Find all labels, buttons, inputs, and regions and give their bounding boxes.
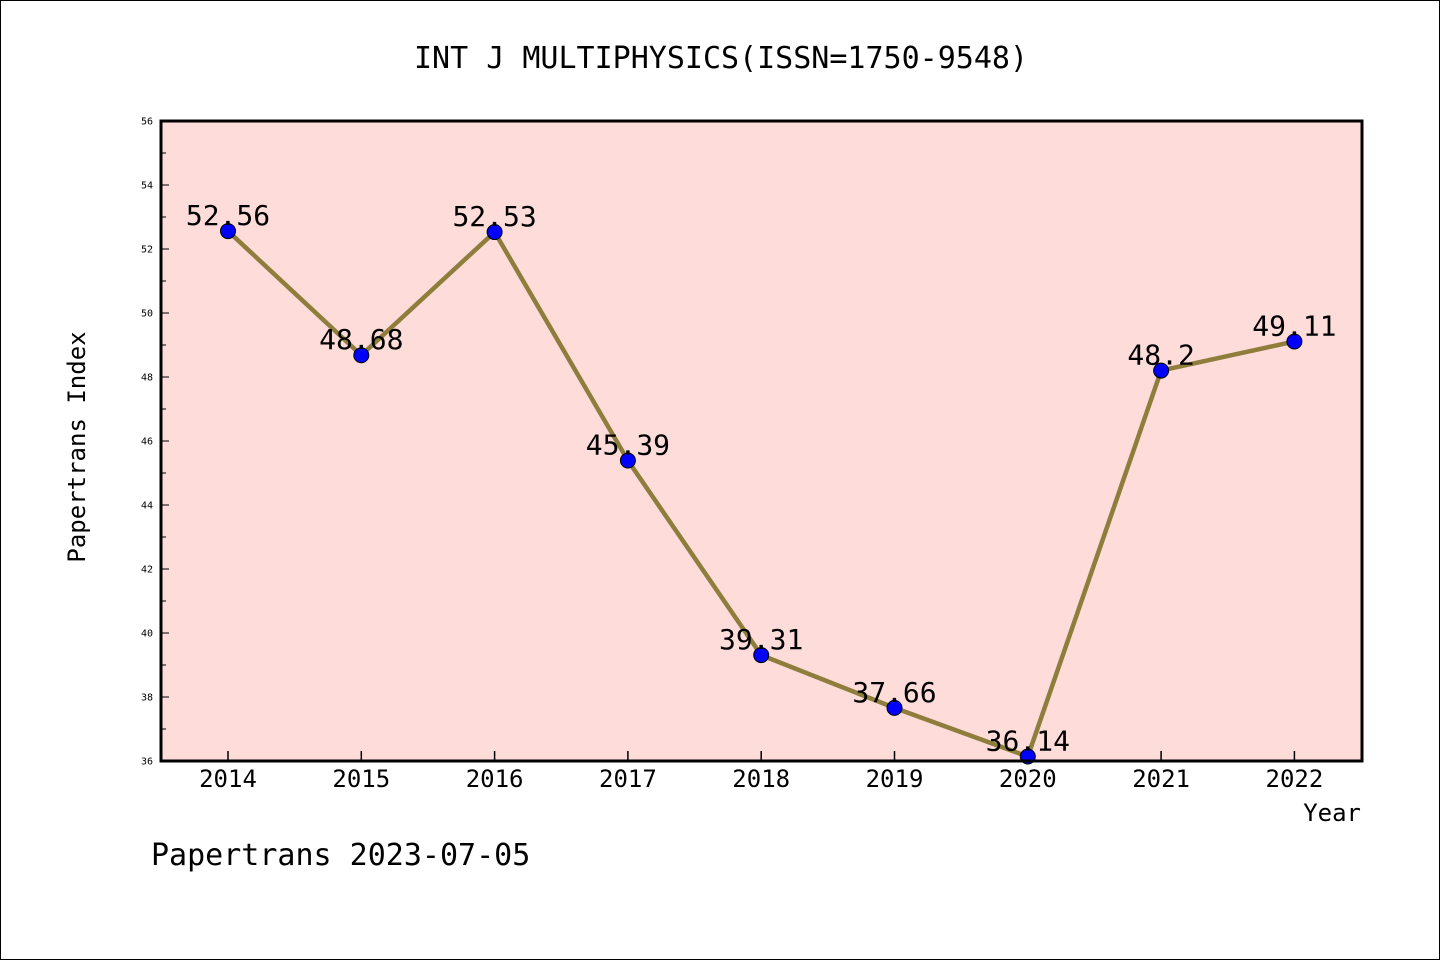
x-tick-label: 2018	[732, 765, 790, 793]
data-label: 48.68	[319, 323, 403, 356]
x-axis: 2014 2015 2016 2017 2018 2019 2020 2021 2022	[199, 751, 1323, 793]
data-label: 36.14	[986, 725, 1070, 758]
data-point	[886, 699, 903, 716]
y-axis: 36 38 40 42 44 46 48 50 52 54 56	[141, 117, 169, 768]
data-point	[753, 647, 770, 664]
chart-title: INT J MULTIPHYSICS(ISSN=1750-9548)	[414, 41, 1028, 76]
data-label: 49.11	[1252, 309, 1336, 342]
data-labels: 52.56 48.68 52.53 45.39 39.31 37.66 36.14 48.2 4…	[186, 199, 1337, 757]
data-point	[220, 223, 236, 240]
data-label: 45.39	[586, 429, 670, 462]
y-tick-label: 46	[141, 437, 153, 448]
x-tick-label: 2019	[866, 765, 924, 793]
y-tick-label: 38	[141, 693, 153, 704]
y-tick-label: 52	[141, 245, 153, 256]
y-tick-label: 56	[141, 117, 153, 128]
plot-border	[159, 119, 1364, 763]
y-tick-label: 54	[141, 181, 153, 192]
x-tick-label: 2020	[999, 765, 1057, 793]
data-point	[619, 452, 636, 469]
data-label: 52.53	[452, 200, 536, 233]
x-axis-title: Year	[1303, 799, 1361, 827]
data-label: 48.2	[1127, 339, 1194, 372]
y-axis-title: Papertrans Index	[63, 331, 91, 562]
x-tick-label: 2022	[1266, 765, 1324, 793]
y-tick-label: 50	[141, 309, 153, 320]
y-tick-label: 42	[141, 565, 153, 576]
y-tick-label: 36	[141, 757, 153, 768]
data-point	[486, 224, 503, 241]
y-tick-label: 44	[141, 501, 153, 512]
x-tick-label: 2014	[199, 765, 257, 793]
x-tick-label: 2021	[1132, 765, 1190, 793]
footer-text: Papertrans 2023-07-05	[151, 838, 530, 873]
data-markers	[220, 223, 1303, 765]
x-tick-label: 2015	[332, 765, 390, 793]
data-label: 37.66	[852, 676, 936, 709]
data-point	[353, 347, 370, 364]
y-tick-label: 40	[141, 629, 153, 640]
plot-area	[161, 121, 1362, 761]
data-point	[1153, 362, 1170, 379]
data-label: 39.31	[719, 623, 803, 656]
x-tick-label: 2017	[599, 765, 657, 793]
data-point	[1286, 333, 1303, 350]
x-tick-label: 2016	[466, 765, 524, 793]
y-tick-label: 48	[141, 373, 153, 384]
data-label: 52.56	[186, 199, 270, 232]
